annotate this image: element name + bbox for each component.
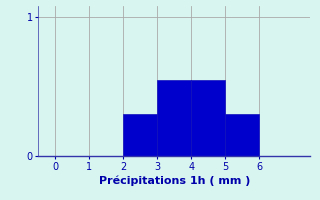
X-axis label: Précipitations 1h ( mm ): Précipitations 1h ( mm ) [99, 176, 250, 186]
Bar [191, 80, 225, 156]
Bar [225, 114, 260, 156]
Bar [124, 114, 157, 156]
Bar [157, 80, 191, 156]
